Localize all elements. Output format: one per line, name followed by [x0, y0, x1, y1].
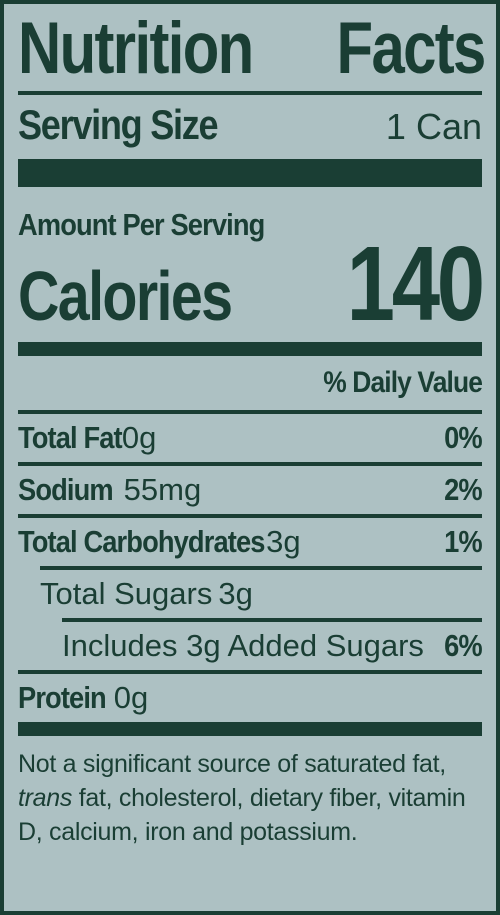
added-sugars-text: Includes 3g Added Sugars [62, 628, 424, 664]
total-carb-row: Total Carbohydrates 3g 1% [18, 518, 482, 566]
total-sugars-amount: 3g [218, 576, 252, 612]
nutrition-facts-panel: Nutrition Facts Serving Size 1 Can Amoun… [0, 0, 500, 915]
total-fat-label: Total Fat [18, 420, 122, 456]
panel-title: Nutrition Facts [18, 12, 482, 85]
total-fat-row: Total Fat 0g 0% [18, 414, 482, 462]
added-sugars-row: Includes 3g Added Sugars 6% [18, 622, 482, 670]
serving-row: Serving Size 1 Can [18, 95, 482, 159]
sodium-row: Sodium 55mg 2% [18, 466, 482, 514]
sodium-label: Sodium [18, 472, 113, 508]
protein-label: Protein [18, 680, 106, 716]
added-sugars-pct: 6% [444, 628, 482, 664]
title-word-2: Facts [337, 12, 485, 85]
serving-size-label: Serving Size [18, 101, 217, 149]
title-word-1: Nutrition [18, 12, 253, 85]
total-fat-pct: 0% [444, 420, 482, 456]
footnote-pre: Not a significant source of saturated fa… [18, 750, 446, 778]
total-carb-label: Total Carbohydrates [18, 524, 265, 560]
daily-value-header: % Daily Value [74, 356, 482, 410]
total-fat-amount: 0g [122, 420, 156, 456]
sodium-pct: 2% [444, 472, 482, 508]
total-carb-pct: 1% [444, 524, 482, 560]
protein-row: Protein 0g [18, 674, 482, 722]
calories-value: 140 [347, 237, 482, 332]
rule-thick [18, 159, 482, 187]
total-carb-amount: 3g [266, 524, 300, 560]
total-sugars-label: Total Sugars [40, 576, 212, 612]
serving-size-value: 1 Can [386, 106, 482, 148]
rule-med [18, 722, 482, 736]
protein-amount: 0g [114, 680, 148, 716]
footnote: Not a significant source of saturated fa… [18, 736, 482, 849]
sodium-amount: 55mg [124, 472, 202, 508]
footnote-italic: trans [18, 784, 72, 812]
calories-row: Calories 140 [18, 237, 482, 336]
total-sugars-row: Total Sugars 3g [18, 570, 482, 618]
rule-med [18, 342, 482, 356]
footnote-post: fat, cholesterol, dietary fiber, vitamin… [18, 784, 466, 846]
calories-label: Calories [18, 256, 231, 336]
